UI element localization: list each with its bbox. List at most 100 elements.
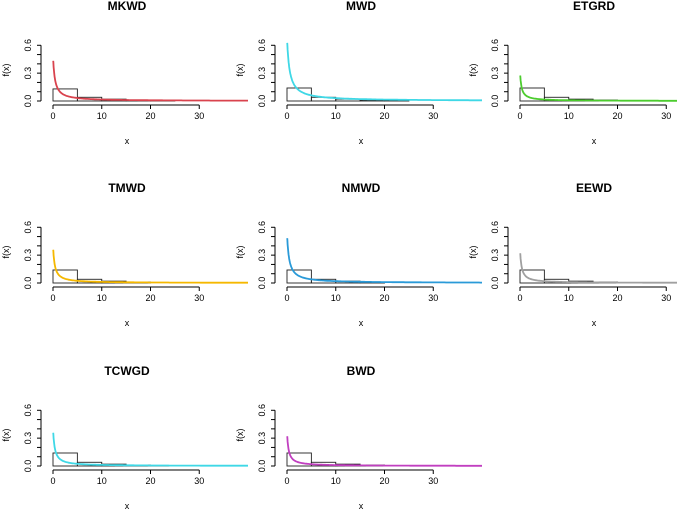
x-tick-label: 0 (50, 476, 55, 486)
y-tick-label: 0.0 (23, 95, 33, 108)
y-tick-label: 0.6 (23, 39, 33, 52)
x-axis-label: x (592, 318, 597, 328)
y-axis-label: f(x) (1, 64, 11, 77)
y-tick-label: 0.0 (490, 95, 500, 108)
y-tick-label: 0.0 (490, 277, 500, 290)
panel-tcwgd: TCWGD 0.0 0.3 0.6 f(x) 0 10 20 30 x (1, 364, 248, 511)
y-axis-label: f(x) (1, 246, 11, 259)
panel-title: TMWD (108, 181, 146, 195)
y-axis-label: f(x) (468, 64, 478, 77)
x-tick-label: 0 (50, 293, 55, 303)
density-curve (286, 436, 482, 467)
x-axis-label: x (592, 136, 597, 146)
x-axis-label: x (359, 136, 364, 146)
x-tick-label: 20 (612, 293, 622, 303)
density-curve (52, 432, 248, 467)
y-tick-label: 0.3 (257, 432, 267, 445)
x-axis-label: x (125, 501, 130, 511)
x-tick-label: 30 (428, 293, 438, 303)
panel-mwd: MWD 0.0 0.3 0.6 f(x) 0 10 20 30 x (235, 0, 482, 146)
y-tick-label: 0.6 (257, 39, 267, 52)
y-tick-label: 0.3 (490, 249, 500, 262)
x-tick-label: 10 (564, 293, 574, 303)
panel-title: NMWD (342, 181, 381, 195)
x-tick-label: 10 (331, 476, 341, 486)
density-curve (52, 249, 248, 284)
y-tick-label: 0.3 (23, 67, 33, 80)
y-tick-label: 0.0 (257, 460, 267, 473)
y-tick-label: 0.6 (257, 221, 267, 234)
y-tick-label: 0.3 (490, 67, 500, 80)
y-axis-label: f(x) (1, 429, 11, 442)
x-tick-label: 30 (428, 476, 438, 486)
x-tick-label: 0 (284, 293, 289, 303)
x-tick-label: 20 (379, 111, 389, 121)
y-tick-label: 0.6 (23, 404, 33, 417)
x-tick-label: 20 (145, 476, 155, 486)
histogram-bar (519, 269, 545, 284)
histogram-bar (519, 87, 545, 102)
histogram-bar (286, 269, 312, 284)
density-curve (519, 253, 677, 284)
panel-mkwd: MKWD 0.0 0.3 0.6 f(x) 0 10 20 30 x (1, 0, 248, 146)
x-tick-label: 0 (517, 111, 522, 121)
panel-title: BWD (347, 364, 376, 378)
y-tick-label: 0.3 (257, 67, 267, 80)
density-curve (519, 75, 677, 102)
y-tick-label: 0.6 (490, 39, 500, 52)
density-curve (286, 238, 482, 284)
x-tick-label: 30 (194, 293, 204, 303)
y-tick-label: 0.3 (23, 432, 33, 445)
y-tick-label: 0.0 (23, 460, 33, 473)
panel-etgrd: ETGRD 0.0 0.3 0.6 f(x) 0 10 20 30 x (468, 0, 677, 146)
panel-title: EEWD (576, 181, 612, 195)
x-tick-label: 20 (379, 293, 389, 303)
x-tick-label: 20 (145, 293, 155, 303)
x-tick-label: 10 (97, 293, 107, 303)
y-tick-label: 0.3 (257, 249, 267, 262)
histogram-bar (52, 269, 78, 284)
y-tick-label: 0.6 (23, 221, 33, 234)
y-tick-label: 0.3 (23, 249, 33, 262)
x-axis-label: x (125, 318, 130, 328)
y-tick-label: 0.0 (257, 277, 267, 290)
x-tick-label: 20 (145, 111, 155, 121)
y-axis-label: f(x) (235, 246, 245, 259)
y-tick-label: 0.0 (23, 277, 33, 290)
x-tick-label: 10 (331, 293, 341, 303)
panel-title: ETGRD (573, 0, 615, 13)
x-tick-label: 10 (97, 476, 107, 486)
histogram-bar (52, 88, 78, 102)
x-tick-label: 20 (379, 476, 389, 486)
x-axis-label: x (125, 136, 130, 146)
y-axis-label: f(x) (235, 64, 245, 77)
panel-eewd: EEWD 0.0 0.3 0.6 f(x) 0 10 20 30 x (468, 181, 677, 328)
x-tick-label: 20 (612, 111, 622, 121)
panel-tmwd: TMWD 0.0 0.3 0.6 f(x) 0 10 20 30 x (1, 181, 248, 328)
density-curve (52, 60, 248, 102)
panel-title: TCWGD (104, 364, 150, 378)
histogram-bar (286, 452, 312, 467)
y-tick-label: 0.6 (257, 404, 267, 417)
x-tick-label: 30 (661, 293, 671, 303)
y-axis-label: f(x) (468, 246, 478, 259)
panel-title: MWD (346, 0, 376, 13)
y-axis-label: f(x) (235, 429, 245, 442)
x-axis-label: x (359, 501, 364, 511)
x-tick-label: 10 (97, 111, 107, 121)
y-tick-label: 0.0 (257, 95, 267, 108)
histogram-bar (52, 452, 78, 467)
x-tick-label: 0 (284, 111, 289, 121)
x-axis-label: x (359, 318, 364, 328)
x-tick-label: 30 (194, 476, 204, 486)
x-tick-label: 30 (428, 111, 438, 121)
x-tick-label: 0 (284, 476, 289, 486)
x-tick-label: 0 (50, 111, 55, 121)
x-tick-label: 10 (564, 111, 574, 121)
density-curve (286, 42, 482, 102)
x-tick-label: 30 (661, 111, 671, 121)
x-tick-label: 10 (331, 111, 341, 121)
x-tick-label: 0 (517, 293, 522, 303)
panel-bwd: BWD 0.0 0.3 0.6 f(x) 0 10 20 30 x (235, 364, 482, 511)
